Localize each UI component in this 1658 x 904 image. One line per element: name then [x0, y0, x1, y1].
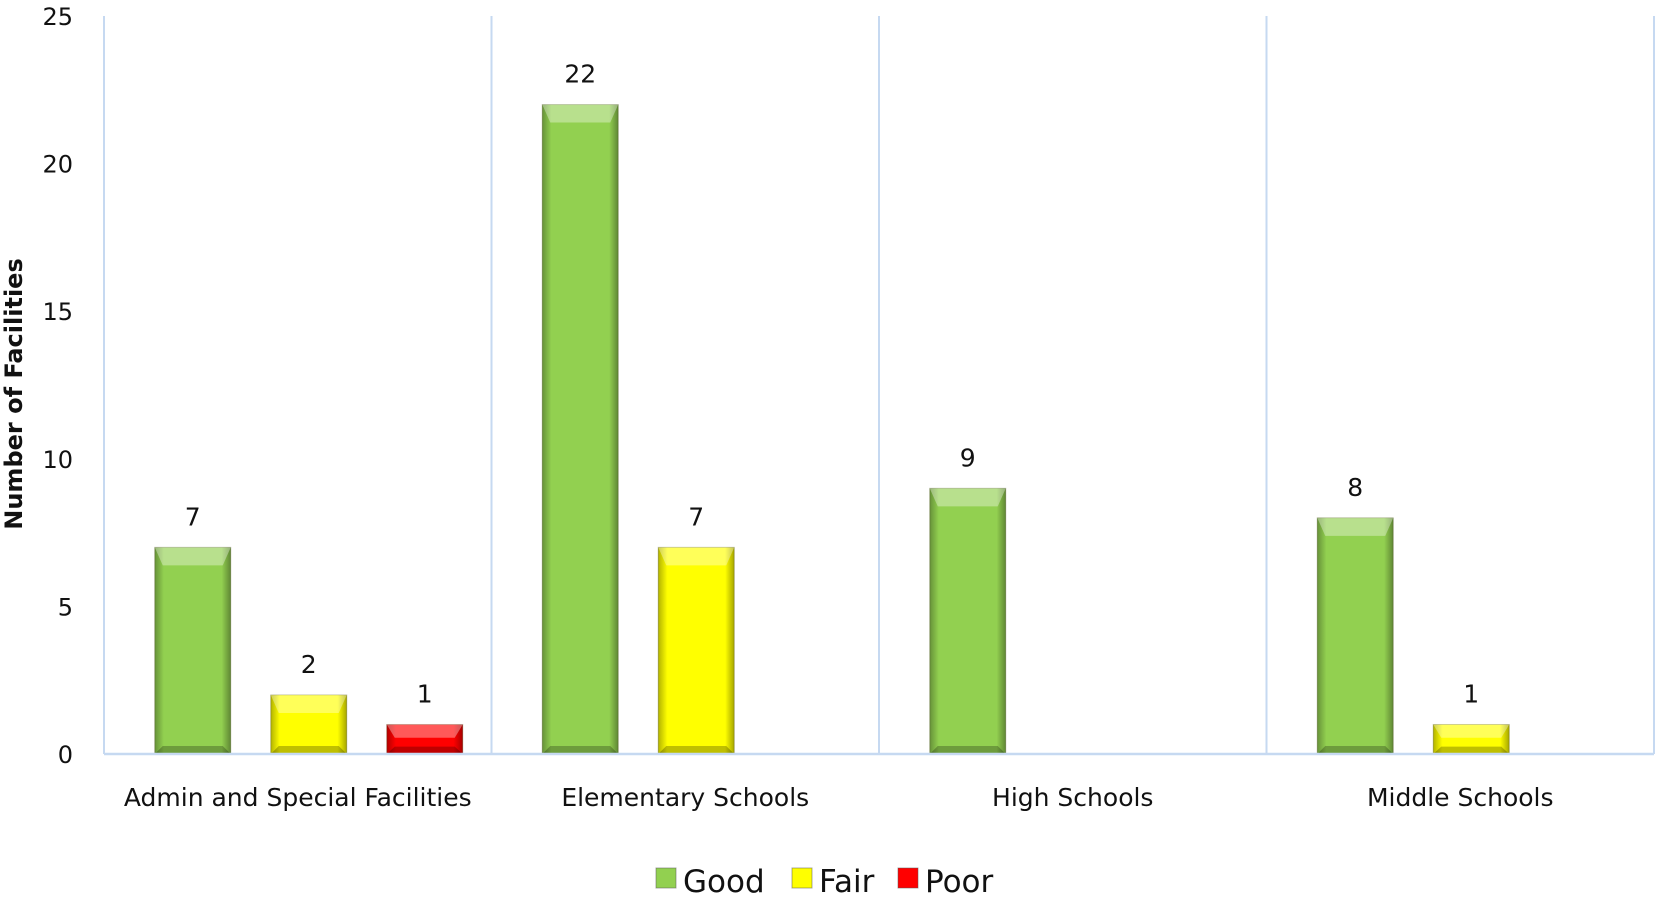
bar-bevel-shade: [1317, 517, 1394, 754]
data-label: 7: [185, 502, 201, 531]
bar-bevel-top: [386, 724, 463, 738]
legend: Good Fair Poor: [655, 864, 994, 900]
data-label: 9: [960, 443, 976, 472]
bar-bevel-bottom: [929, 746, 1006, 754]
data-label: 22: [564, 60, 596, 89]
bar-bevel-shade: [270, 694, 347, 754]
bar-bevel-shade: [1433, 724, 1510, 754]
bar-bevel-shade: [929, 488, 1006, 754]
x-tick-label: Middle Schools: [1367, 783, 1554, 812]
bar-bevel-shade: [154, 547, 231, 754]
bar-bevel-bottom: [270, 746, 347, 754]
x-tick-label: High Schools: [992, 783, 1153, 812]
legend-swatch: [791, 867, 813, 889]
data-label: 2: [301, 650, 317, 679]
y-tick-label: 15: [42, 298, 73, 326]
y-tick-label: 25: [42, 3, 73, 31]
y-tick-label: 20: [42, 151, 73, 179]
bar-bevel-bottom: [154, 746, 231, 754]
legend-label: Good: [683, 864, 765, 899]
y-tick-label: 10: [42, 446, 73, 474]
bar-bevel-shade: [542, 104, 619, 754]
legend-swatch: [897, 867, 919, 889]
grid-lines: [103, 16, 1655, 754]
bar-bevel-bottom: [386, 746, 463, 754]
bar-bevel-top: [154, 547, 231, 566]
bar-bevel-top: [270, 694, 347, 713]
y-axis-title: Number of Facilities: [0, 258, 28, 529]
bar-bevel-bottom: [1433, 746, 1510, 754]
bar-bevel-bottom: [542, 746, 619, 754]
data-label: 8: [1347, 473, 1363, 502]
legend-label: Fair: [819, 864, 875, 899]
data-label: 1: [417, 679, 433, 708]
bar-bevel-shade: [658, 547, 735, 754]
bar-bevel-bottom: [658, 746, 735, 754]
legend-label: Poor: [925, 864, 994, 899]
data-labels: 7 22 9 8 2 7 1 1: [185, 60, 1479, 709]
axes: 0 5 10 15 20 25 Admin and Special Facilities El…: [42, 3, 1654, 812]
y-tick-label: 5: [58, 593, 73, 621]
bar-bevel-shade: [386, 724, 463, 754]
bar-bevel-top: [1317, 517, 1394, 536]
data-label: 7: [688, 502, 704, 531]
bar-bevel-top: [658, 547, 735, 566]
y-tick-label: 0: [58, 741, 73, 769]
bar-bevel-top: [929, 488, 1006, 507]
legend-swatch: [655, 867, 677, 889]
data-label: 1: [1463, 679, 1479, 708]
bar-bevel-top: [1433, 724, 1510, 738]
bar-bevel-bottom: [1317, 746, 1394, 754]
bars: [154, 104, 1510, 755]
bar-bevel-top: [542, 104, 619, 123]
x-tick-label: Admin and Special Facilities: [124, 783, 472, 812]
x-tick-label: Elementary Schools: [561, 783, 809, 812]
